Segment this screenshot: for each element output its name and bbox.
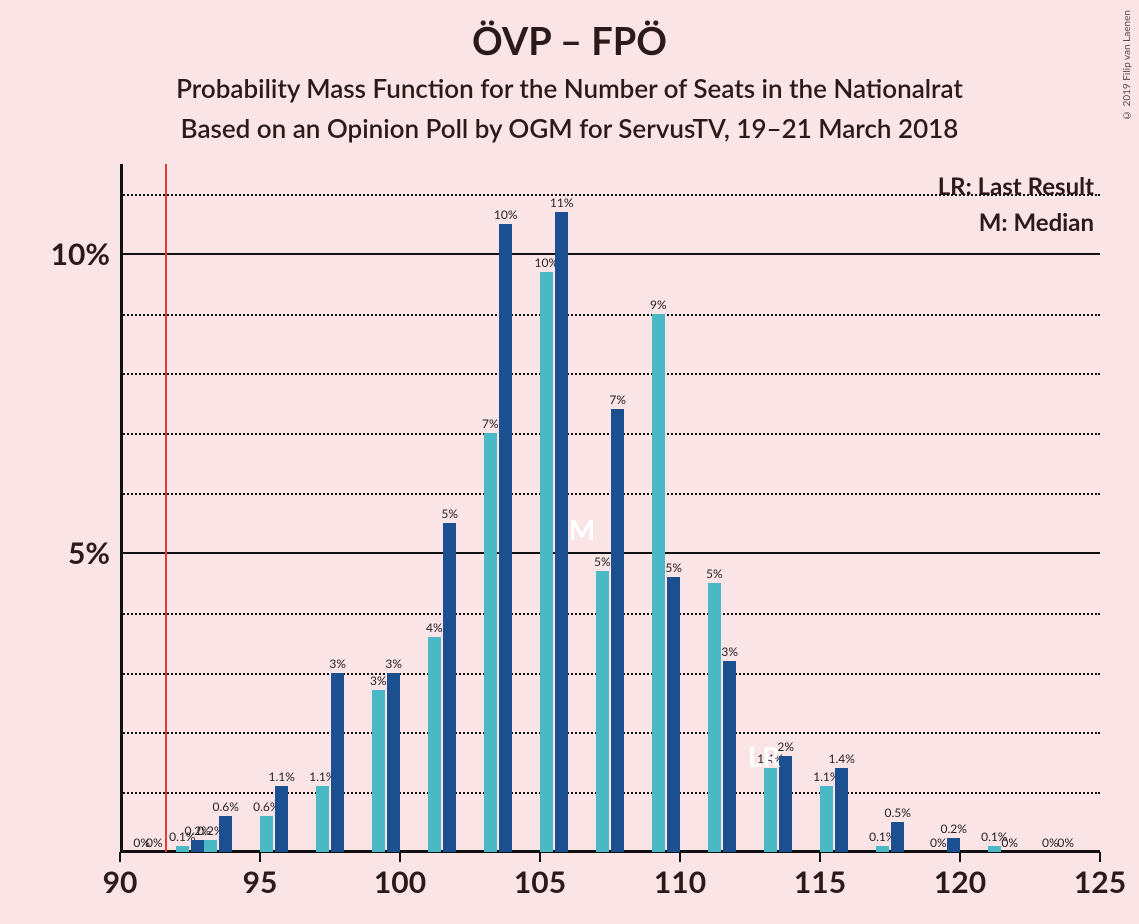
bar-series-b: 3% [372,690,385,852]
gridline-major [120,253,1100,255]
x-tick-mark [1099,852,1101,862]
bar-series-a: 5% [443,523,456,852]
gridline-minor [120,792,1100,794]
bar-series-b: 0.1% [876,846,889,852]
bar-series-b: 9% [652,314,665,852]
bar-series-a: 0.2% [191,840,204,852]
bar-series-a: 11% [555,212,568,852]
bar-label: 1.1% [269,769,295,784]
bar-series-a: 2% [779,756,792,852]
bar-label: 0.5% [885,805,911,820]
bar-label: 0% [1001,835,1018,850]
x-tick-label: 100 [374,864,426,900]
bar-series-a: 3% [723,661,736,852]
gridline-minor [120,613,1100,615]
gridline-minor [120,493,1100,495]
bar-label: 0% [1042,835,1059,850]
gridline-minor [120,373,1100,375]
bar-series-a: 10% [499,224,512,852]
gridline-minor [120,673,1100,675]
bar-label: 7% [609,392,626,407]
x-tick-label: 120 [934,864,986,900]
x-tick-label: 115 [794,864,846,900]
chart-annotation: M [569,512,595,546]
bar-label: 5% [706,566,723,581]
bar-label: 3% [385,656,402,671]
bar-label: 0% [1057,835,1074,850]
bar-label: 3% [329,656,346,671]
x-tick-mark [539,852,541,862]
bar-series-b: 0.6% [260,816,273,852]
bar-label: 3% [370,673,387,688]
bar-label: 7% [482,416,499,431]
bar-series-a: 1.1% [275,786,288,852]
bar-label: 11% [550,195,574,210]
bar-label: 2% [777,739,794,754]
y-tick-label: 5% [68,535,110,571]
bar-series-a: 0.6% [219,816,232,852]
bar-label: 1.4% [829,751,855,766]
bar-series-b: 0.1% [176,846,189,852]
bar-label: 0.2% [185,823,211,838]
bar-series-b: 5% [596,571,609,852]
bar-label: 0% [133,835,150,850]
bar-series-a: 5% [667,577,680,852]
bar-series-b: 0.2% [204,840,217,852]
gridline-minor [120,433,1100,435]
bar-label: 10% [494,207,518,222]
x-tick-mark [259,852,261,862]
x-tick-mark [679,852,681,862]
bar-series-b: 0.1% [988,846,1001,852]
x-tick-mark [119,852,121,862]
bar-label: 3% [721,644,738,659]
bar-series-b: 1.1% [316,786,329,852]
y-tick-label: 10% [51,236,110,272]
plot-area: LR: Last Result M: Median 5%10%909510010… [120,164,1100,852]
bar-label: 0.2% [941,821,967,836]
bar-series-a: 7% [611,409,624,852]
legend-lr: LR: Last Result [938,172,1094,201]
x-tick-label: 95 [243,864,278,900]
bar-series-b: 10% [540,272,553,852]
bar-series-b: 5% [708,583,721,852]
x-tick-label: 125 [1074,864,1126,900]
x-tick-mark [399,852,401,862]
bar-label: 0% [930,835,947,850]
bar-series-b: 4% [428,637,441,852]
copyright-text: © 2019 Filip van Laenen [1121,10,1133,121]
y-axis [120,164,123,852]
bar-label: 5% [594,554,611,569]
bar-label: 0.6% [213,799,239,814]
bar-series-b: 1.1% [820,786,833,852]
bar-series-b: 7% [484,433,497,852]
bar-label: 4% [426,620,443,635]
x-tick-label: 110 [654,864,706,900]
bar-series-a: 1.4% [835,768,848,852]
bar-label: 5% [665,560,682,575]
gridline-minor [120,194,1100,196]
chart-title: ÖVP – FPÖ [0,18,1139,64]
gridline-minor [120,732,1100,734]
bar-series-a: 3% [387,673,400,852]
bar-series-a: 0.5% [891,822,904,852]
bar-series-a: 3% [331,673,344,852]
legend-m: M: Median [979,208,1094,237]
bar-series-b: 1.4% [764,768,777,852]
x-tick-label: 90 [103,864,138,900]
x-tick-mark [819,852,821,862]
lr-reference-line [165,164,167,852]
bar-label: 9% [650,297,667,312]
chart-subtitle-1: Probability Mass Function for the Number… [0,72,1139,104]
bar-label: 5% [441,506,458,521]
bar-series-a: 0.2% [947,838,960,852]
x-tick-label: 105 [514,864,566,900]
x-tick-mark [959,852,961,862]
chart-subtitle-2: Based on an Opinion Poll by OGM for Serv… [0,112,1139,144]
gridline-minor [120,314,1100,316]
